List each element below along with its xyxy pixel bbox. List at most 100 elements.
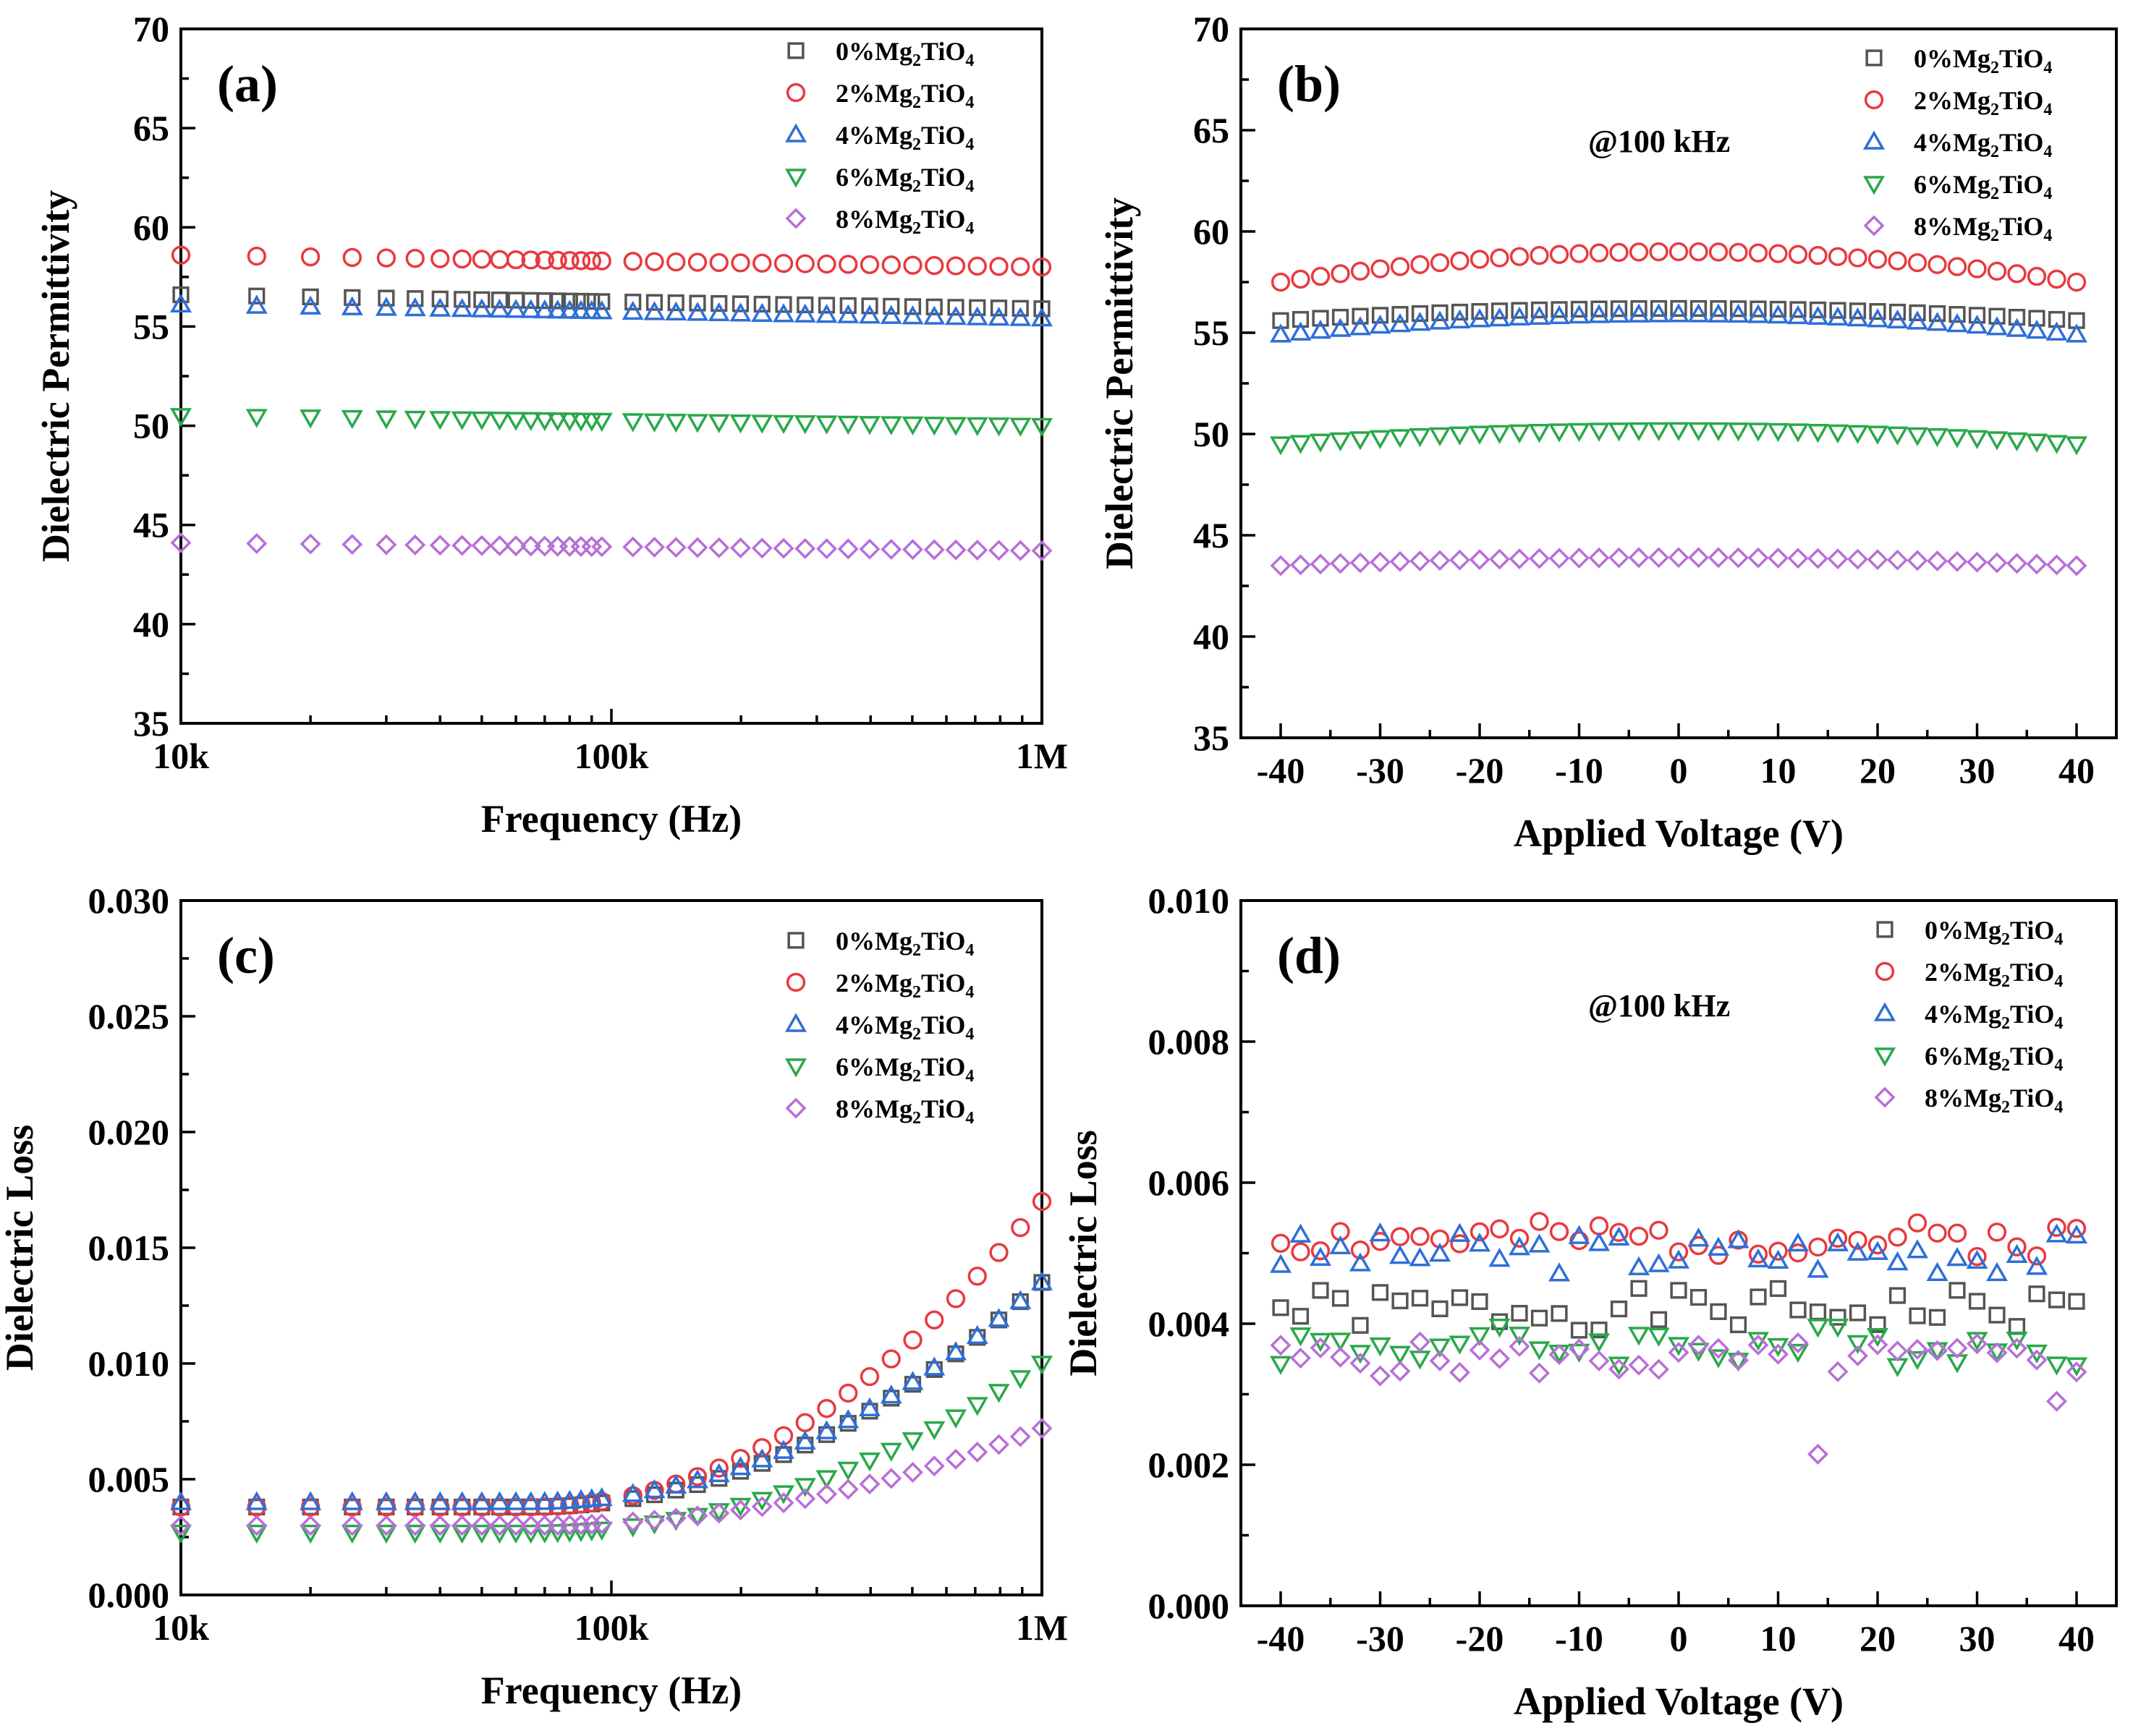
y-tick-label: 0.004	[1148, 1303, 1230, 1344]
y-tick-label: 0.025	[88, 996, 170, 1037]
series-4	[1270, 1331, 2087, 1465]
y-axis-title: Dielectric Permittivity	[1098, 197, 1141, 569]
data-point	[817, 1399, 836, 1418]
data-point	[1608, 1358, 1629, 1380]
data-point	[1906, 427, 1929, 446]
data-point	[1846, 425, 1869, 444]
data-point	[730, 1499, 751, 1521]
data-point	[429, 1524, 451, 1544]
data-point	[795, 254, 815, 273]
y-tick-label: 0.000	[88, 1575, 170, 1615]
data-point	[1009, 417, 1032, 437]
data-point	[1530, 245, 1549, 265]
data-point	[504, 1524, 527, 1544]
data-point	[1349, 1353, 1371, 1374]
data-point	[470, 411, 493, 431]
data-point	[1627, 1256, 1650, 1276]
data-point	[880, 305, 902, 324]
data-point	[794, 1488, 816, 1510]
data-point	[302, 288, 319, 306]
data-point	[1271, 272, 1291, 292]
data-point	[247, 246, 266, 266]
data-point	[1590, 300, 1608, 318]
data-point	[546, 1490, 569, 1510]
data-point	[1768, 548, 1789, 569]
data-point	[1867, 250, 1888, 269]
data-point	[1588, 1350, 1610, 1371]
data-point	[451, 298, 473, 318]
data-point	[1966, 430, 1988, 449]
legend-label: 4%Mg2TiO4	[836, 1010, 974, 1044]
data-point	[645, 294, 663, 311]
data-point	[1012, 299, 1029, 317]
data-point	[1428, 1338, 1451, 1358]
plot-frame	[179, 899, 1043, 1596]
data-point	[2046, 1390, 2067, 1412]
data-point	[1928, 1223, 1947, 1243]
data-point	[170, 1515, 192, 1536]
data-point	[1349, 1345, 1372, 1364]
data-point	[489, 1515, 510, 1536]
data-point	[1907, 550, 1928, 571]
data-point	[1826, 424, 1849, 444]
data-point	[1388, 1345, 1412, 1365]
data-point	[1948, 1282, 1966, 1299]
x-tick-label: 30	[1959, 750, 1996, 791]
data-point	[1648, 422, 1670, 441]
data-point	[1786, 1232, 1810, 1252]
data-point	[1708, 242, 1729, 262]
data-point	[1767, 1249, 1789, 1269]
x-tick-label: 40	[2058, 750, 2095, 791]
data-point	[858, 305, 881, 324]
data-point	[1530, 1212, 1549, 1231]
data-point	[1967, 259, 1987, 278]
legend-label: 6%Mg2TiO4	[1925, 1042, 2063, 1075]
data-point	[1490, 1219, 1509, 1239]
data-point	[902, 539, 923, 561]
data-point	[2006, 1332, 2028, 1351]
data-point	[2047, 269, 2066, 289]
data-point	[2006, 432, 2028, 452]
panel-label: (c)	[217, 927, 275, 984]
data-point	[815, 304, 838, 323]
data-point	[772, 1485, 795, 1505]
data-point	[171, 245, 191, 265]
plot-frame	[179, 27, 1043, 725]
data-point	[536, 292, 554, 310]
data-point	[989, 257, 1009, 276]
data-point	[2026, 1349, 2048, 1371]
data-point	[1907, 252, 1928, 273]
data-point	[429, 411, 451, 430]
data-point	[1429, 1350, 1451, 1371]
data-point	[1589, 243, 1609, 263]
data-point	[1828, 1228, 1848, 1248]
legend-marker	[785, 1097, 807, 1119]
y-tick-label: 40	[133, 604, 169, 644]
data-point	[2026, 553, 2048, 575]
data-point	[470, 1491, 493, 1510]
data-point	[1886, 1358, 1909, 1377]
legend-marker	[1862, 130, 1886, 150]
data-point	[559, 1489, 581, 1509]
data-point	[903, 1330, 923, 1350]
legend-label: 6%Mg2TiO4	[836, 163, 974, 196]
data-point	[1369, 315, 1391, 334]
data-point	[300, 409, 322, 429]
data-point	[169, 1524, 192, 1544]
data-point	[169, 1491, 192, 1510]
data-point	[1946, 550, 1968, 572]
data-point	[1649, 242, 1668, 262]
data-point	[2028, 310, 2045, 327]
data-point	[990, 299, 1008, 317]
data-point	[1707, 303, 1730, 323]
legend: 0%Mg2TiO4 2%Mg2TiO4 4%Mg2TiO4 6%Mg2TiO4 8%Mg…	[784, 37, 974, 238]
data-point	[471, 535, 493, 556]
y-tick-label: 0.000	[1148, 1586, 1230, 1626]
data-point	[1568, 1225, 1590, 1244]
data-point	[1747, 422, 1770, 442]
data-point	[1986, 1342, 2008, 1363]
data-point	[1031, 540, 1053, 561]
data-point	[1946, 429, 1969, 448]
data-point	[1627, 422, 1650, 442]
data-point	[520, 1491, 542, 1510]
